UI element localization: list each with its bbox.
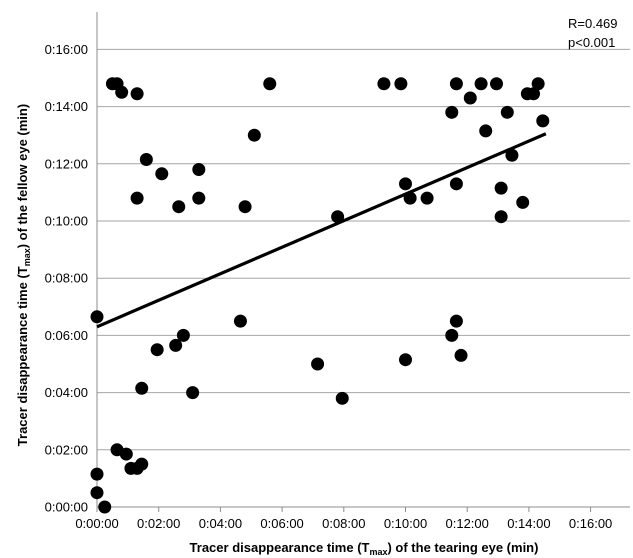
data-point [263, 77, 277, 91]
data-point [449, 314, 463, 328]
data-point [139, 153, 153, 167]
data-point [399, 177, 412, 191]
data-point [527, 87, 541, 101]
x-tick-label: 0:02:00 [137, 516, 180, 531]
data-point [536, 114, 550, 128]
data-point [176, 328, 190, 342]
x-tick-label: 0:14:00 [507, 516, 550, 531]
x-tick-label: 0:12:00 [446, 516, 489, 531]
x-tick-label: 0:00:00 [75, 516, 118, 531]
data-point [90, 486, 104, 500]
data-point [505, 148, 519, 162]
data-point [192, 191, 206, 205]
data-point [98, 500, 112, 514]
data-point [445, 328, 459, 342]
data-point [420, 191, 434, 205]
y-axis-title-subscript: max [22, 248, 32, 266]
data-point [479, 124, 493, 138]
data-point [119, 447, 133, 461]
y-tick-label: 0:04:00 [45, 385, 88, 400]
y-tick-label: 0:16:00 [45, 42, 88, 57]
data-point [155, 167, 169, 181]
y-tick-label: 0:10:00 [45, 214, 88, 229]
data-point [130, 191, 144, 205]
data-points [90, 77, 550, 514]
stat-r: R=0.469 [568, 16, 618, 31]
x-axis-title: Tracer disappearance time (Tmax) of the … [190, 540, 539, 557]
data-point [238, 200, 252, 214]
y-tick-label: 0:06:00 [45, 328, 88, 343]
data-point [233, 314, 247, 328]
data-point [169, 338, 183, 352]
data-point [399, 353, 412, 367]
x-tick-label: 0:16:00 [569, 516, 612, 531]
data-point [454, 348, 468, 362]
data-point [474, 77, 488, 91]
data-point [311, 357, 325, 371]
data-point [150, 343, 164, 357]
data-point [445, 105, 459, 119]
data-point [115, 85, 129, 99]
y-tick-label: 0:08:00 [45, 271, 88, 286]
x-tick-label: 0:04:00 [199, 516, 242, 531]
y-tick-label: 0:14:00 [45, 99, 88, 114]
data-point [331, 210, 345, 224]
x-tick-labels: 0:00:00 0:02:00 0:04:00 0:06:00 0:08:00 0:10:… [75, 507, 612, 531]
x-tick-label: 0:10:00 [384, 516, 427, 531]
y-tick-label: 0:00:00 [45, 500, 88, 515]
data-point [449, 177, 463, 191]
data-point [192, 163, 206, 177]
data-point [135, 457, 149, 471]
data-point [247, 128, 261, 142]
data-point [130, 87, 144, 101]
data-point [500, 105, 514, 119]
data-point [516, 195, 530, 209]
data-point [135, 381, 149, 395]
stat-p: p<0.001 [568, 35, 615, 50]
data-point [494, 181, 508, 195]
data-point [90, 467, 104, 481]
data-point [463, 91, 477, 105]
y-tick-labels: 0:00:00 0:02:00 0:04:00 0:06:00 0:08:00 0:10:… [45, 42, 88, 515]
data-point [90, 310, 104, 324]
data-point [494, 210, 508, 224]
y-tick-label: 0:12:00 [45, 156, 88, 171]
data-point [377, 77, 391, 91]
x-tick-label: 0:06:00 [260, 516, 303, 531]
trend-line [96, 132, 547, 329]
grid-lines [97, 48, 630, 451]
data-point [449, 77, 463, 91]
data-point [531, 77, 545, 91]
x-tick-label: 0:08:00 [322, 516, 365, 531]
x-axis-title-subscript: max [369, 547, 387, 557]
data-point [172, 200, 186, 214]
data-point [394, 77, 408, 91]
data-point [335, 391, 349, 405]
data-point [490, 77, 504, 91]
data-point [186, 386, 200, 400]
y-tick-label: 0:02:00 [45, 442, 88, 457]
y-axis-title: Tracer disappearance time (Tmax) of the … [15, 104, 32, 446]
